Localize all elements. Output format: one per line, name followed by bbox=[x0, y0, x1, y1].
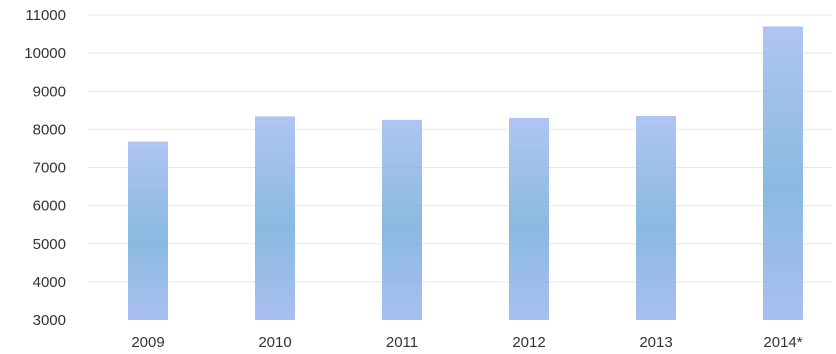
x-tick-label: 2012 bbox=[512, 334, 545, 351]
bar-2012 bbox=[509, 117, 549, 320]
x-tick-label: 2009 bbox=[131, 334, 164, 351]
bar-2009 bbox=[128, 141, 168, 320]
y-tick-label: 6000 bbox=[33, 198, 66, 215]
x-tick-label: 2013 bbox=[639, 334, 672, 351]
y-tick-label: 9000 bbox=[33, 83, 66, 100]
bar-2010 bbox=[255, 116, 295, 320]
x-tick-label: 2011 bbox=[386, 334, 418, 351]
y-axis: 3000 4000 5000 6000 7000 8000 9000 10000 11000 bbox=[24, 7, 66, 329]
gridlines bbox=[88, 14, 832, 283]
x-tick-label: 2014* bbox=[763, 334, 802, 351]
bar-2014 bbox=[763, 26, 803, 320]
bar-2013 bbox=[636, 116, 676, 320]
y-tick-label: 10000 bbox=[24, 45, 66, 62]
y-tick-label: 11000 bbox=[25, 7, 66, 24]
bars bbox=[128, 26, 803, 320]
x-axis: 2009 2010 2011 2012 2013 2014* bbox=[131, 334, 802, 351]
bar-2011 bbox=[382, 119, 422, 320]
y-tick-label: 8000 bbox=[33, 121, 66, 138]
x-tick-label: 2010 bbox=[258, 334, 291, 351]
y-tick-label: 7000 bbox=[33, 160, 66, 177]
y-tick-label: 5000 bbox=[33, 236, 66, 253]
y-tick-label: 4000 bbox=[33, 274, 66, 291]
y-tick-label: 3000 bbox=[33, 312, 66, 329]
